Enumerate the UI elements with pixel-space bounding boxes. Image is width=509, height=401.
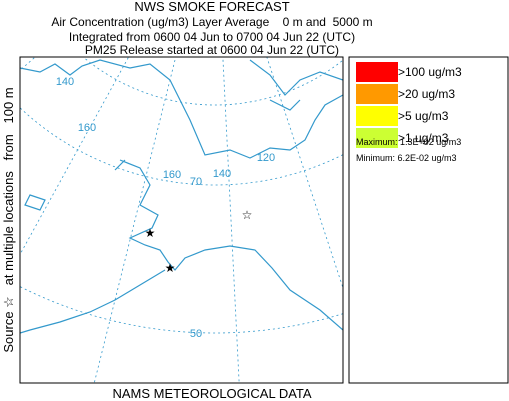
subtitle: Integrated from 0600 04 Jun to 0700 04 J… — [69, 30, 355, 44]
source-marker: ☆ — [242, 208, 253, 222]
source-marker: ★ — [145, 226, 156, 240]
coastline — [24, 159, 126, 211]
legend-label: >20 ug/m3 — [398, 87, 455, 101]
side-label: Source ☆ at multiple locations from 100 … — [1, 87, 16, 352]
source-marker: ★ — [165, 261, 176, 275]
latitude-line — [82, 57, 343, 106]
grid-label: 50 — [190, 328, 202, 340]
meridian — [222, 57, 240, 383]
legend-swatch — [356, 106, 398, 126]
legend: >100 ug/m3 >20 ug/m3 >5 ug/m3 >1 ug/m3 — [356, 62, 462, 148]
grid-label: 140 — [56, 76, 74, 88]
footer: NAMS METEOROLOGICAL DATA — [112, 386, 311, 401]
coastline — [249, 59, 343, 111]
meridian — [20, 57, 130, 256]
meridian — [93, 57, 177, 383]
grid-label: 120 — [257, 152, 275, 164]
grid-label: 160 — [78, 122, 96, 134]
maximum: Maximum: 1.3E+02 ug/m3 — [356, 137, 461, 147]
coastline — [20, 269, 166, 334]
coastline — [119, 159, 343, 331]
meridian — [266, 57, 343, 290]
legend-label: >5 ug/m3 — [398, 109, 449, 123]
map-frame — [19, 56, 344, 384]
title: NWS SMOKE FORECAST — [134, 0, 289, 14]
minimum: Minimum: 6.2E-02 ug/m3 — [356, 153, 457, 163]
legend-label: >100 ug/m3 — [398, 65, 462, 79]
legend-swatch — [356, 84, 398, 104]
legend-label: >1 ug/m3 — [398, 131, 449, 145]
legend-swatch — [356, 128, 398, 148]
grid-label: 140 — [213, 168, 231, 180]
legend-box — [348, 56, 509, 384]
coastline — [20, 59, 343, 159]
subtitle: PM25 Release started at 0600 04 Jun 22 (… — [85, 43, 339, 57]
grid-label: 160 — [163, 169, 181, 181]
grid-label: 70 — [190, 176, 202, 188]
legend-swatch — [356, 62, 398, 82]
subtitle: Air Concentration (ug/m3) Layer Average … — [51, 15, 372, 29]
